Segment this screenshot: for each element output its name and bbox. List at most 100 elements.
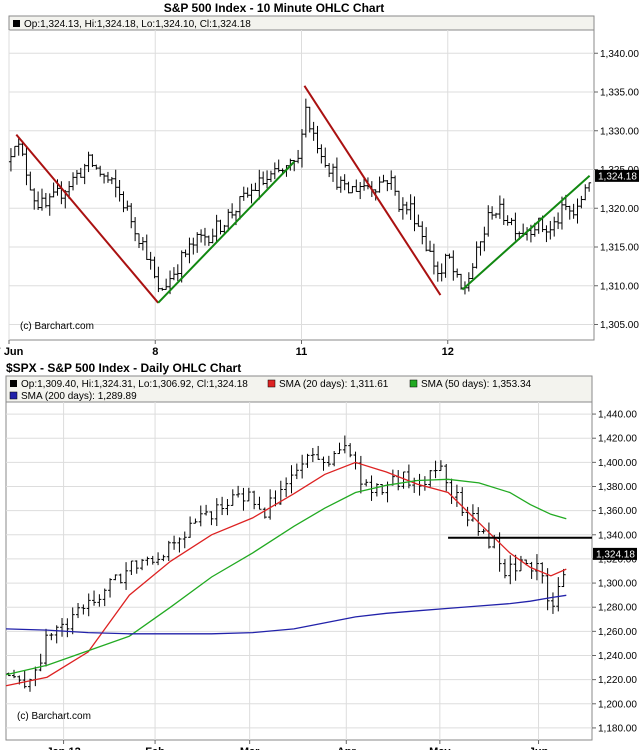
legend-sma200: SMA (200 days): 1,289.89 xyxy=(21,391,137,402)
ohlc-bar xyxy=(364,479,369,487)
ohlc-info-text: Op:1,309.40, Hi:1,324.31, Lo:1,306.92, C… xyxy=(21,379,248,390)
ohlc-bar xyxy=(331,163,336,182)
last-price-box xyxy=(593,547,637,560)
ohlc-bar xyxy=(433,460,438,479)
ohlc-bar xyxy=(311,121,316,141)
ohlc-bar xyxy=(70,607,75,635)
ohlc-bar xyxy=(377,176,382,193)
ohlc-bar xyxy=(486,205,491,237)
ohlc-bar xyxy=(518,555,523,572)
y-axis-ticks: 1,305.001,310.001,315.001,320.001,325.00… xyxy=(594,49,639,331)
ohlc-bar xyxy=(38,653,43,672)
ohlc-bar xyxy=(241,186,246,201)
y-tick-label: 1,340.00 xyxy=(600,49,639,60)
ohlc-info-text: Op:1,324.13, Hi:1,324.18, Lo:1,324.10, C… xyxy=(24,19,251,30)
ohlc-bar xyxy=(300,454,305,479)
ohlc-bar xyxy=(39,188,44,211)
x-tick-label: 8 xyxy=(152,346,158,358)
ohlc-bar xyxy=(246,487,251,502)
ohlc-bar xyxy=(362,177,367,191)
x-tick-label: 12 xyxy=(442,346,454,358)
ohlc-bar xyxy=(98,165,103,177)
chart-title: $SPX - S&P 500 Index - Daily OHLC Chart xyxy=(6,361,241,375)
ohlc-bar xyxy=(579,195,584,209)
ohlc-bar xyxy=(567,205,572,220)
y-tick-label: 1,300.00 xyxy=(598,579,637,590)
ohlc-bar xyxy=(134,560,139,574)
ohlc-bar xyxy=(556,212,561,230)
ohlc-bar xyxy=(460,487,465,516)
x-tick-label: Mar xyxy=(240,746,260,750)
ohlc-bar xyxy=(214,214,219,242)
y-tick-label: 1,200.00 xyxy=(598,699,637,710)
ohlc-bar xyxy=(60,618,65,637)
x-tick-label: May xyxy=(429,746,451,750)
ohlc-bar xyxy=(43,192,48,208)
ohlc-bar xyxy=(323,147,328,168)
sma-line xyxy=(5,461,567,687)
ohlc-bar xyxy=(236,485,241,498)
ohlc-bar xyxy=(431,243,436,275)
ohlc-bar xyxy=(145,556,150,566)
ohlc-bar xyxy=(305,453,310,468)
ohlc-bar xyxy=(284,477,289,497)
ohlc-bar xyxy=(303,98,308,138)
ohlc-bar xyxy=(191,237,196,255)
ohlc-bar xyxy=(109,176,114,185)
ohlc-bar xyxy=(385,179,390,192)
x-tick-label: 11 xyxy=(296,346,308,358)
ohlc-bar xyxy=(82,163,87,185)
last-price-label: 1,324.18 xyxy=(598,171,637,182)
ohlc-bar xyxy=(8,148,13,172)
ohlc-bar xyxy=(78,167,83,178)
x-tick-label: 7 Jun xyxy=(0,346,24,358)
ohlc-bar xyxy=(51,182,56,198)
last-price-marker: 1,324.18 xyxy=(595,169,639,182)
ohlc-bar xyxy=(389,170,394,190)
ohlc-bar xyxy=(44,628,49,667)
ohlc-bar xyxy=(172,535,177,550)
ohlc-bar xyxy=(32,188,37,210)
ohlc-bar xyxy=(406,464,411,489)
ohlc-bar xyxy=(195,232,200,253)
ohlc-bar xyxy=(12,669,17,679)
ohlc-bar xyxy=(393,175,398,196)
ohlc-bar xyxy=(501,198,506,225)
intraday-ohlc-chart: S&P 500 Index - 10 Minute OHLC Chart Op:… xyxy=(0,1,639,358)
ohlc-bar xyxy=(381,174,386,183)
ohlc-bar xyxy=(444,464,449,492)
ohlc-bar xyxy=(337,442,342,455)
legend-swatch-sma200 xyxy=(9,391,18,400)
y-tick-label: 1,260.00 xyxy=(598,627,637,638)
ohlc-bar xyxy=(237,196,242,220)
ohlc-bar xyxy=(550,592,555,614)
ohlc-bar xyxy=(334,157,339,190)
legend-swatch-sma50 xyxy=(409,379,418,388)
ohlc-bar xyxy=(348,443,353,458)
chart-title: S&P 500 Index - 10 Minute OHLC Chart xyxy=(164,1,385,15)
trendline xyxy=(303,85,442,296)
ohlc-bar xyxy=(435,261,440,282)
ohlc-bar xyxy=(118,573,123,584)
ohlc-bar xyxy=(276,159,281,173)
ohlc-bar xyxy=(428,469,433,487)
ohlc-bar xyxy=(156,266,161,293)
ohlc-bar xyxy=(490,206,495,220)
ohlc-bar xyxy=(465,506,470,527)
ohlc-bar xyxy=(481,528,486,534)
trendline xyxy=(157,161,295,304)
ohlc-bar xyxy=(124,562,129,590)
ohlc-bar xyxy=(265,170,270,189)
ohlc-bar xyxy=(97,594,102,607)
y-tick-label: 1,240.00 xyxy=(598,651,637,662)
daily-ohlc-chart: $SPX - S&P 500 Index - Daily OHLC Chart … xyxy=(5,361,637,750)
ohlc-bar xyxy=(182,531,187,549)
ohlc-bar xyxy=(160,287,165,291)
legend-sma20: SMA (20 days): 1,311.61 xyxy=(279,379,389,390)
ohlc-bar xyxy=(513,212,518,241)
ohlc-bar xyxy=(428,240,433,253)
y-tick-label: 1,305.00 xyxy=(600,320,639,331)
ohlc-bar xyxy=(166,540,171,562)
ohlc-bar xyxy=(47,193,52,216)
ohlc-bar xyxy=(249,183,254,204)
